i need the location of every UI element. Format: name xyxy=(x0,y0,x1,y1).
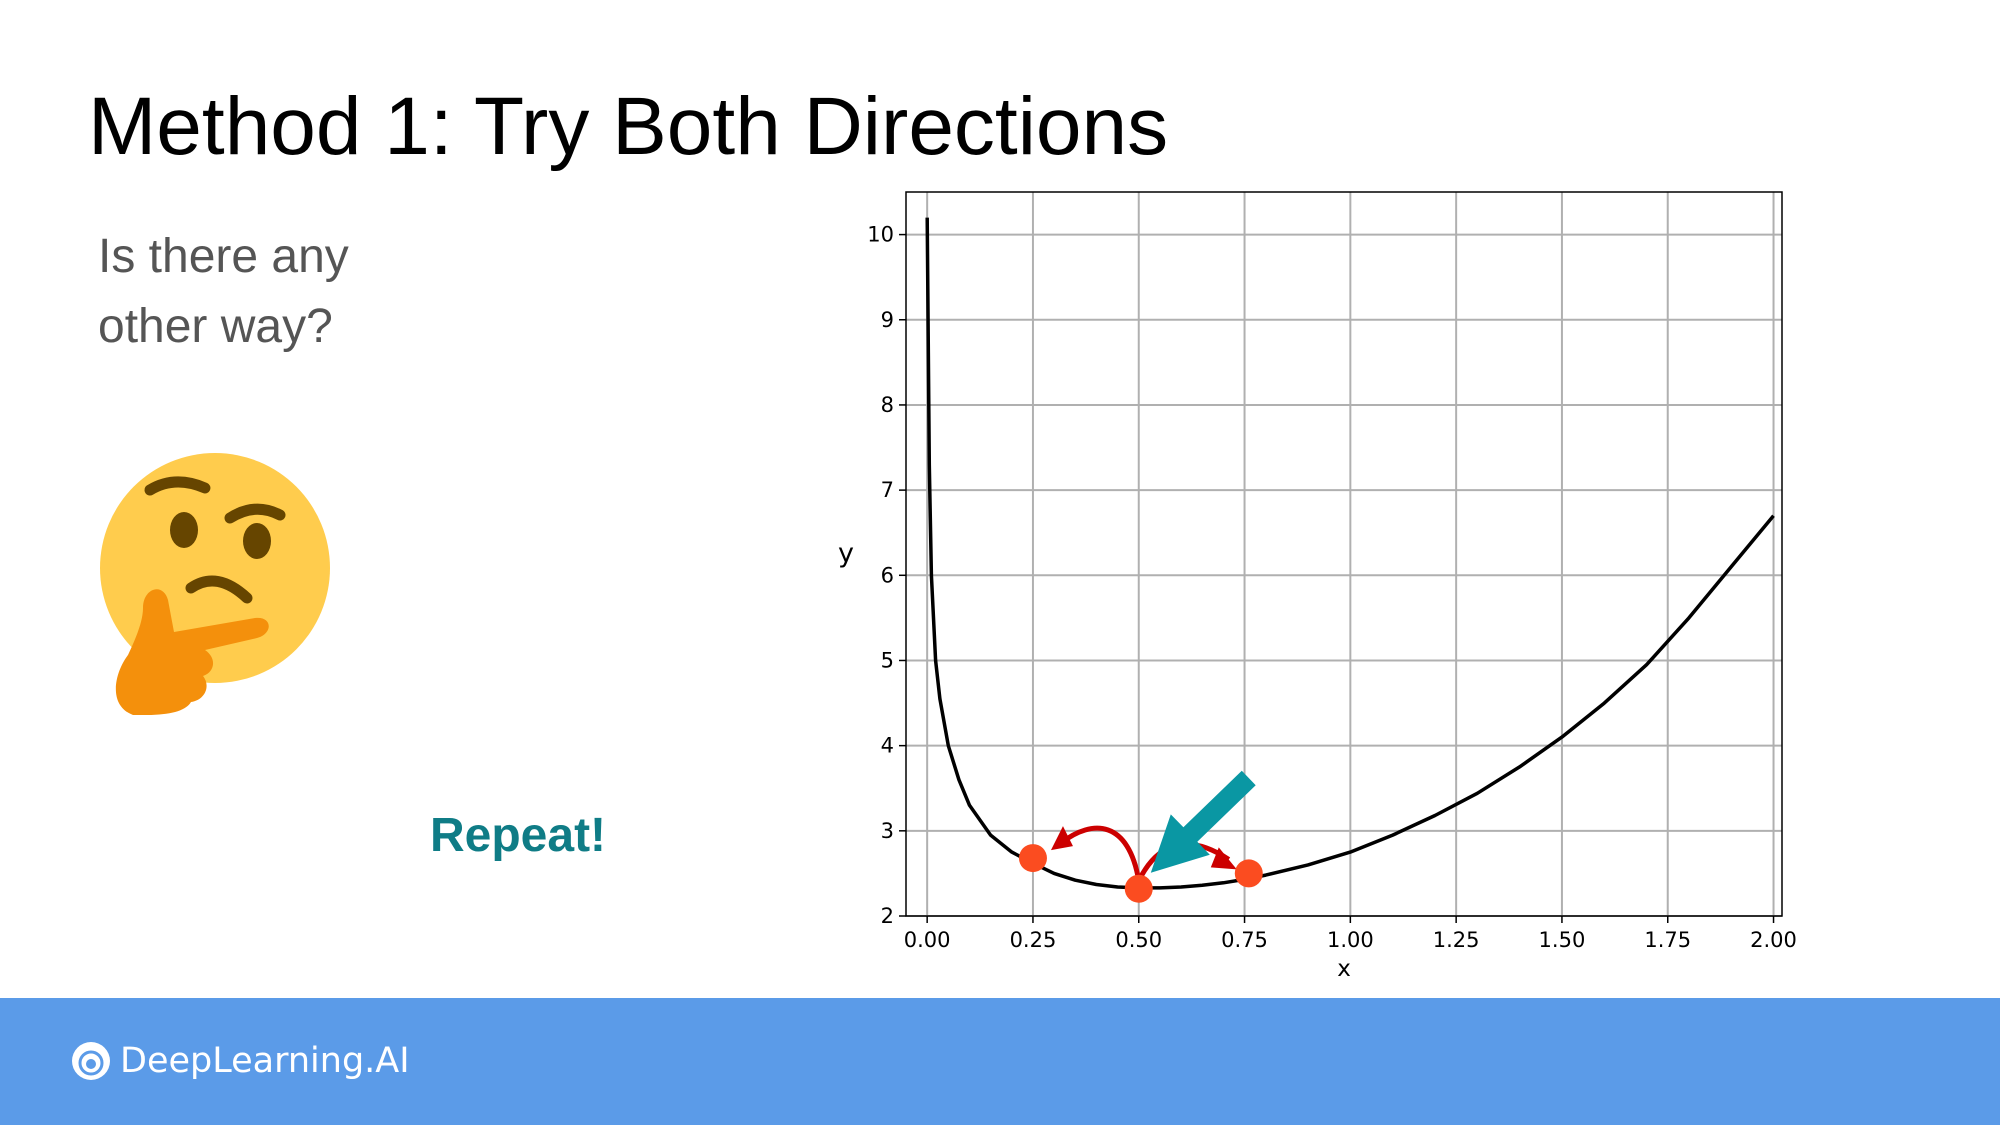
x-tick-label-0: 0.00 xyxy=(904,928,951,952)
x-tick-label-2: 0.50 xyxy=(1115,928,1162,952)
y-axis-label: y xyxy=(838,538,854,569)
thinking-face-icon xyxy=(100,453,330,715)
trial-point-1 xyxy=(1124,874,1153,903)
x-tick-label-1: 0.25 xyxy=(1010,928,1057,952)
x-tick-label-8: 2.00 xyxy=(1750,928,1797,952)
y-tick-label-4: 6 xyxy=(881,563,894,587)
y-tick-label-3: 5 xyxy=(881,648,894,672)
x-tick-label-4: 1.00 xyxy=(1327,928,1374,952)
x-tick-label-3: 0.75 xyxy=(1221,928,1268,952)
emoji-right-brow xyxy=(224,503,286,524)
brand: DeepLearning.AI xyxy=(70,1036,410,1086)
left-arrow-head xyxy=(1050,826,1073,851)
question-line-1: Is there any xyxy=(98,230,349,283)
plot-frame xyxy=(905,191,1783,917)
left-arrow xyxy=(1059,825,1142,882)
question-text: Is there any other way? xyxy=(98,222,349,362)
x-tick-label-6: 1.50 xyxy=(1539,928,1586,952)
y-tick-label-2: 4 xyxy=(881,734,894,758)
footer-bar: DeepLearning.AI xyxy=(0,998,2000,1125)
pointer-arrow xyxy=(1150,770,1256,873)
brand-name: DeepLearning.AI xyxy=(120,1041,410,1081)
y-tick-label-1: 3 xyxy=(881,819,894,843)
y-tick-label-8: 10 xyxy=(867,223,894,247)
function-plot: 0.00 0.25 0.50 0.75 1.00 1.25 1.50 1.75 2.00 2 3 4 5… xyxy=(838,191,1797,980)
emoji-right-eye xyxy=(243,523,271,559)
trial-point-2 xyxy=(1234,859,1263,888)
x-tick-label-5: 1.25 xyxy=(1433,928,1480,952)
emoji-left-brow xyxy=(144,476,211,496)
y-tick-label-6: 8 xyxy=(881,393,894,417)
slide-title: Method 1: Try Both Directions xyxy=(88,81,1169,172)
emoji-hand xyxy=(115,589,269,715)
x-axis-label: x xyxy=(1337,956,1351,980)
y-tick-label-7: 9 xyxy=(881,308,894,332)
deeplearning-logo-icon xyxy=(72,1042,110,1080)
y-tick-label-0: 2 xyxy=(881,904,894,928)
right-arrow-head xyxy=(1210,847,1237,870)
trial-point-0 xyxy=(1018,844,1047,873)
question-line-2: other way? xyxy=(98,300,333,353)
emoji-mouth xyxy=(185,575,253,604)
series-line-0 xyxy=(925,217,1775,890)
emoji-left-eye xyxy=(170,512,198,548)
y-tick-label-5: 7 xyxy=(881,478,894,502)
x-tick-label-7: 1.75 xyxy=(1644,928,1691,952)
repeat-label: Repeat! xyxy=(430,809,607,862)
